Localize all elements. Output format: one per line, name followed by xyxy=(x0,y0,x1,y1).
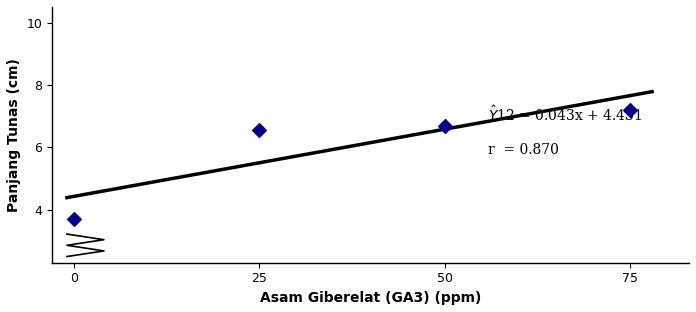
Text: $\hat{Y}$12 = 0.043x + 4.431: $\hat{Y}$12 = 0.043x + 4.431 xyxy=(489,105,643,124)
Point xyxy=(439,123,450,128)
Text: r  = 0.870: r = 0.870 xyxy=(489,143,560,157)
Point xyxy=(254,128,265,133)
Point xyxy=(69,217,80,222)
X-axis label: Asam Giberelat (GA3) (ppm): Asam Giberelat (GA3) (ppm) xyxy=(260,291,481,305)
Point xyxy=(624,107,635,112)
Y-axis label: Panjang Tunas (cm): Panjang Tunas (cm) xyxy=(7,58,21,212)
